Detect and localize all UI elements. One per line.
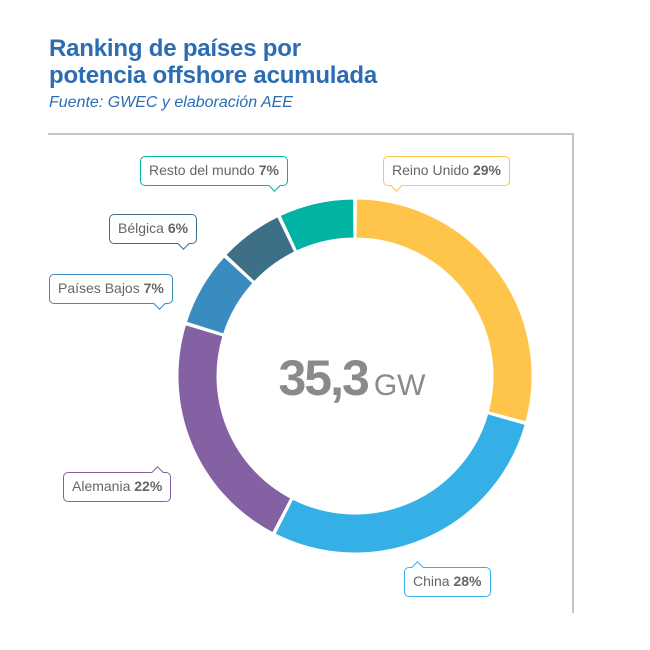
frame-top-line: [48, 133, 574, 135]
label-china-name: China: [413, 573, 450, 589]
label-reino-unido-value: 29%: [472, 162, 501, 178]
slice-reino-unido: [355, 198, 533, 423]
label-alemania-value: 22%: [134, 478, 163, 494]
label-china: China 28%: [404, 561, 491, 597]
label-resto-del-mundo: Resto del mundo 7%: [140, 156, 288, 192]
label-paises-bajos: Países Bajos 7%: [49, 274, 173, 310]
label-belgica-value: 6%: [167, 220, 189, 236]
label-resto-del-mundo-value: 7%: [258, 162, 279, 178]
label-paises-bajos-value: 7%: [143, 280, 164, 296]
chart-title: Ranking de países por potencia offshore …: [49, 35, 377, 89]
label-china-value: 28%: [453, 573, 482, 589]
title-line-2: potencia offshore acumulada: [49, 62, 377, 89]
label-resto-del-mundo-name: Resto del mundo: [149, 162, 255, 178]
slice-resto-del-mundo: [279, 198, 355, 252]
label-reino-unido: Reino Unido 29%: [383, 156, 510, 192]
center-value: 35,3: [279, 350, 369, 406]
center-unit: GW: [374, 369, 426, 402]
label-alemania-name: Alemania: [72, 478, 131, 494]
slice-alemania: [177, 324, 292, 534]
slice-paises-bajos: [185, 256, 254, 335]
center-total: 35,3 GW: [279, 350, 427, 406]
label-belgica: Bélgica 6%: [109, 214, 198, 250]
label-belgica-name: Bélgica: [118, 220, 164, 236]
slice-belgica: [225, 216, 296, 283]
title-line-1: Ranking de países por: [49, 35, 301, 62]
slice-china: [274, 413, 526, 554]
donut-slices: [177, 198, 533, 554]
label-alemania: Alemania 22%: [63, 466, 172, 502]
label-paises-bajos-name: Países Bajos: [58, 280, 140, 296]
label-reino-unido-name: Reino Unido: [392, 162, 470, 178]
chart-subtitle: Fuente: GWEC y elaboración AEE: [49, 94, 293, 111]
frame-right-line: [572, 133, 574, 613]
